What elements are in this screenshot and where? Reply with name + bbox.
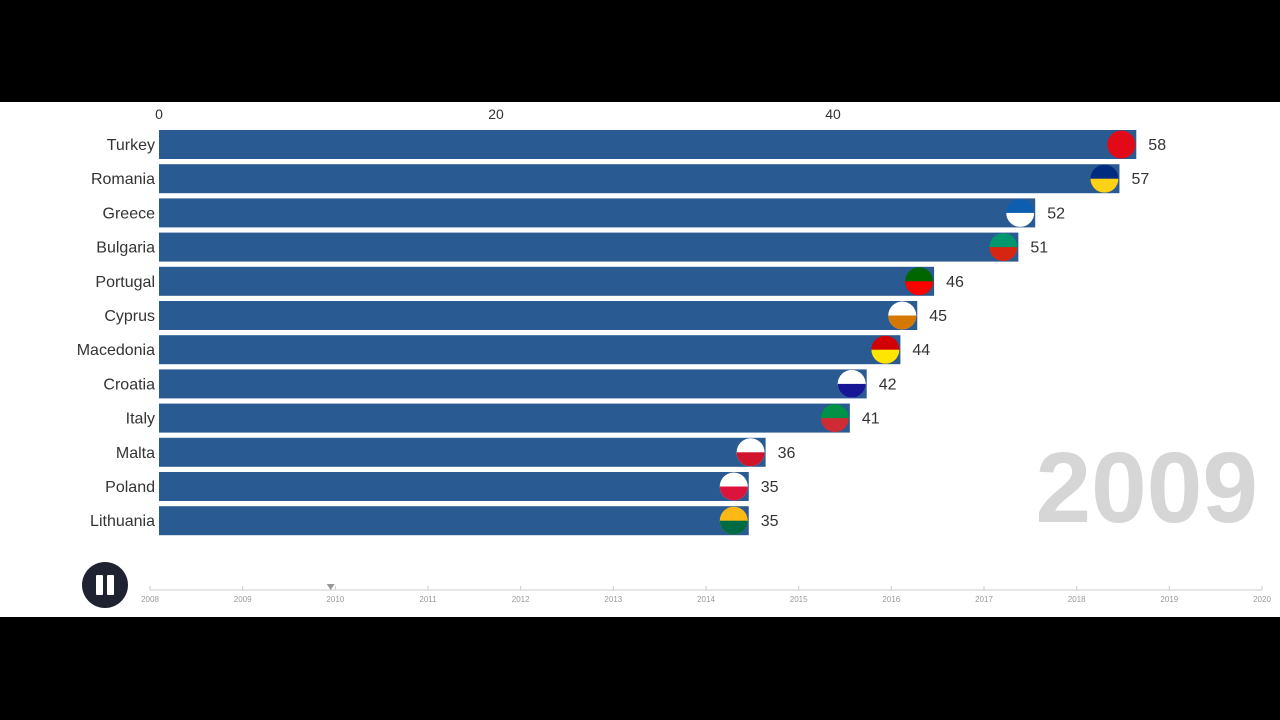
timeline-year-label: 2008 (141, 595, 159, 604)
bar-chart-race: 0 20 40 2009 Turkey 58 Romania 57 Greece 52 Bulgar… (77, 106, 1272, 604)
bar (159, 472, 749, 501)
bar (159, 437, 766, 467)
category-label: Romania (91, 171, 155, 188)
category-label: Greece (103, 205, 156, 222)
timeline-year-label: 2010 (326, 595, 344, 604)
category-label: Cyprus (104, 308, 155, 325)
timeline-year-label: 2014 (697, 595, 715, 604)
bar (159, 403, 850, 433)
timeline-year-label: 2016 (882, 595, 900, 604)
timeline-year-label: 2011 (419, 595, 437, 604)
flag-icon-part (719, 520, 748, 535)
value-label: 58 (1148, 137, 1166, 154)
flag-icon-part (1090, 178, 1119, 193)
value-label: 35 (761, 479, 779, 496)
category-label: Macedonia (77, 342, 155, 359)
timeline-year-label: 2019 (1160, 595, 1178, 604)
value-label: 42 (879, 376, 897, 393)
bar (159, 266, 935, 296)
value-label: 52 (1047, 205, 1065, 222)
flag-icon-part (719, 486, 748, 501)
category-label: Lithuania (90, 513, 155, 530)
x-tick-label: 40 (825, 106, 841, 122)
pause-button[interactable] (82, 562, 128, 608)
x-tick-label: 0 (155, 106, 163, 122)
timeline-year-label: 2020 (1253, 595, 1271, 604)
value-label: 51 (1030, 240, 1048, 257)
bar (159, 232, 1019, 262)
bar (159, 164, 1120, 194)
bar (159, 301, 918, 330)
timeline-year-label: 2012 (512, 595, 530, 604)
category-label: Portugal (95, 274, 155, 291)
timeline-year-label: 2013 (604, 595, 622, 604)
timeline-year-label: 2015 (790, 595, 808, 604)
flag-icon-part (888, 315, 917, 330)
flag-icon-part (736, 452, 765, 467)
value-label: 41 (862, 411, 880, 428)
value-label: 36 (778, 445, 796, 462)
flag-icon-part (1006, 212, 1035, 227)
category-label: Bulgaria (96, 240, 155, 257)
flag-icon-part (871, 349, 900, 364)
bar (159, 130, 1137, 159)
bar (159, 369, 867, 399)
flag-icon-part (989, 247, 1018, 262)
category-label: Turkey (107, 137, 155, 154)
flag-icon-part (1107, 144, 1136, 159)
chart-area: 0 20 40 2009 Turkey 58 Romania 57 Greece 52 Bulgar… (0, 102, 1280, 617)
value-label: 45 (929, 308, 947, 325)
flag-icon-part (905, 281, 934, 296)
category-label: Croatia (103, 376, 155, 393)
value-label: 46 (946, 274, 964, 291)
value-label: 44 (912, 342, 930, 359)
flag-icon-part (820, 418, 849, 433)
timeline-year-label: 2018 (1068, 595, 1086, 604)
current-year-label: 2009 (1036, 432, 1258, 544)
category-label: Malta (116, 445, 155, 462)
category-label: Poland (105, 479, 155, 496)
value-label: 35 (761, 513, 779, 530)
bar (159, 506, 749, 536)
flag-icon-part (837, 383, 866, 398)
x-tick-label: 20 (488, 106, 504, 122)
bar (159, 335, 901, 365)
value-label: 57 (1131, 171, 1149, 188)
category-label: Italy (126, 411, 155, 428)
timeline-year-label: 2017 (975, 595, 993, 604)
timeline-year-label: 2009 (234, 595, 252, 604)
bar (159, 198, 1036, 228)
timeline-handle[interactable] (326, 584, 335, 590)
